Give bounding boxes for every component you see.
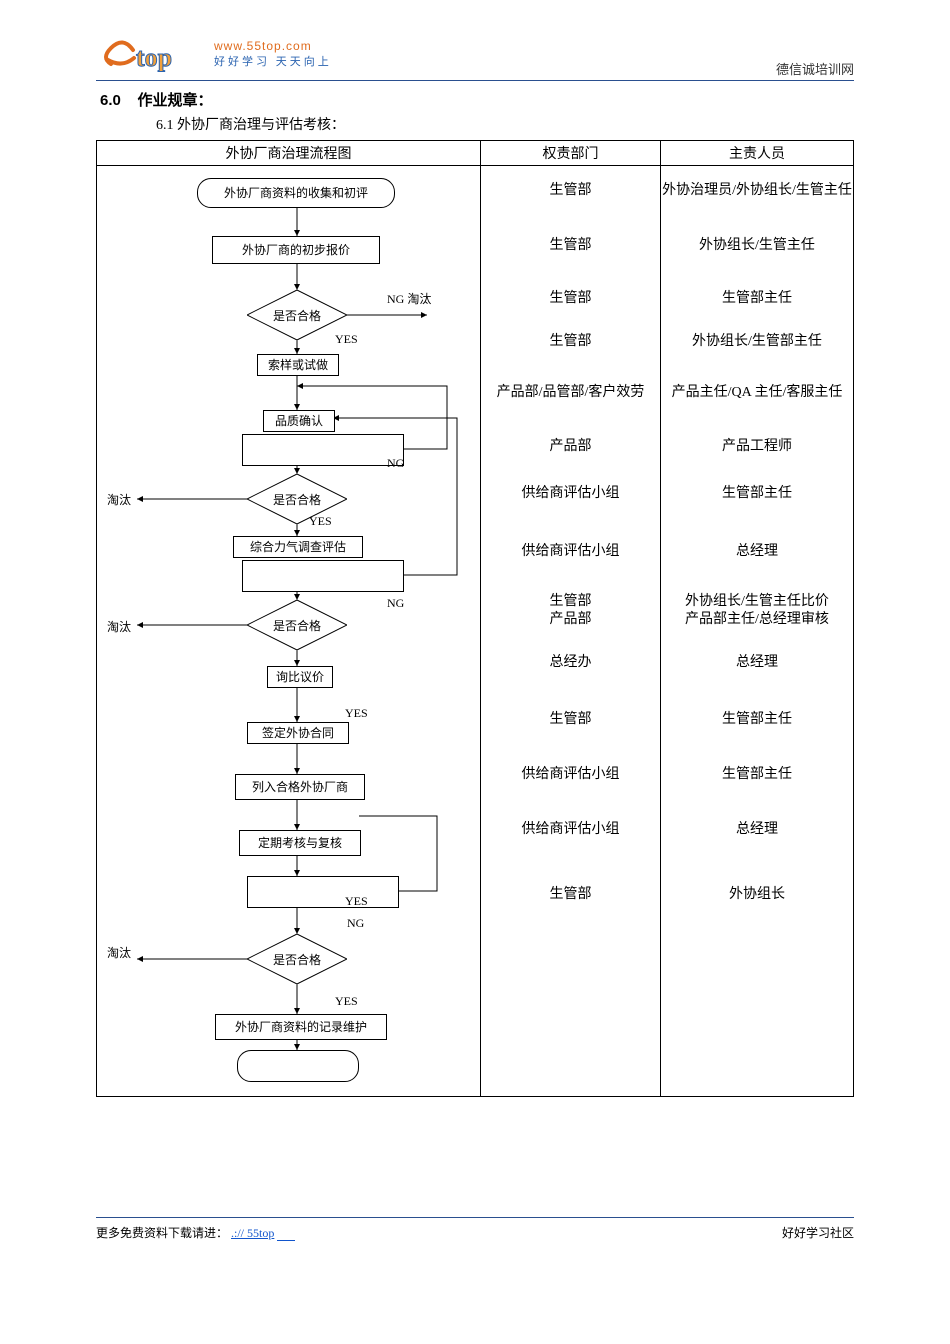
dept-row: 产品部/品管部/客户效劳 bbox=[481, 362, 660, 424]
dept-row: 总经办 bbox=[481, 636, 660, 690]
site-url: www.55top.com bbox=[214, 38, 332, 55]
dept-cell: 生管部生管部生管部生管部产品部/品管部/客户效劳产品部供给商评估小组供给商评估小… bbox=[481, 166, 661, 1097]
footer-left: 更多免费资料下载请进： .:// 55top bbox=[96, 1224, 295, 1241]
dept-row: 产品部 bbox=[481, 424, 660, 470]
dept-row: 供给商评估小组 bbox=[481, 800, 660, 860]
flow-label: 淘汰 bbox=[107, 944, 131, 961]
dept-row: 生管部 bbox=[481, 216, 660, 276]
footer-pretext: 更多免费资料下载请进： bbox=[96, 1226, 228, 1240]
resp-row: 生管部主任 bbox=[661, 470, 853, 518]
flow-box: 询比议价 bbox=[267, 666, 333, 688]
section-title: 6.0 作业规章： bbox=[100, 89, 854, 110]
resp-row: 产品主任/QA 主任/客服主任 bbox=[661, 362, 853, 424]
flow-decision: 是否合格 bbox=[247, 600, 347, 650]
resp-row: 总经理 bbox=[661, 800, 853, 860]
col-resp: 主责人员 bbox=[661, 141, 854, 166]
resp-row: 生管部主任 bbox=[661, 276, 853, 322]
flow-cell: 外协厂商资料的收集和初评外协厂商的初步报价索样或试做品质确认综合力气调查评估询比… bbox=[97, 166, 481, 1097]
dept-row: 生管部 bbox=[481, 322, 660, 362]
resp-row: 产品工程师 bbox=[661, 424, 853, 470]
flow-decision: 是否合格 bbox=[247, 474, 347, 524]
table-header-row: 外协厂商治理流程图 权责部门 主责人员 bbox=[97, 141, 854, 166]
resp-row: 外协组长/生管主任 bbox=[661, 216, 853, 276]
svg-text:top: top bbox=[136, 43, 172, 72]
resp-row: 外协组长 bbox=[661, 860, 853, 930]
flow-box bbox=[237, 1050, 359, 1082]
logo-block: top top www.55top.com 好好学习 天天向上 bbox=[96, 30, 332, 78]
flow-table: 外协厂商治理流程图 权责部门 主责人员 外协厂商资料的收集和初评外协厂商的初步报… bbox=[96, 140, 854, 1097]
section-num: 6.0 bbox=[100, 92, 121, 109]
flow-decision: 是否合格 bbox=[247, 290, 347, 340]
subsection-title: 6.1 外协厂商治理与评估考核： bbox=[156, 114, 854, 134]
flow-box bbox=[242, 434, 404, 466]
flow-label: YES bbox=[335, 994, 358, 1009]
flow-label: 淘汰 bbox=[107, 491, 131, 508]
footer-link[interactable]: .:// 55top bbox=[231, 1226, 274, 1240]
flow-box: 签定外协合同 bbox=[247, 722, 349, 744]
dept-row: 供给商评估小组 bbox=[481, 750, 660, 800]
dept-row: 生管部 bbox=[481, 276, 660, 322]
site-slogan: 好好学习 天天向上 bbox=[214, 55, 332, 70]
flow-label: NG 淘汰 bbox=[387, 290, 431, 307]
resp-row: 生管部主任 bbox=[661, 690, 853, 750]
flow-label: YES bbox=[345, 706, 368, 721]
col-flow: 外协厂商治理流程图 bbox=[97, 141, 481, 166]
logo-icon: top top bbox=[96, 30, 206, 78]
resp-cell: 外协治理员/外协组长/生管主任外协组长/生管主任生管部主任外协组长/生管部主任产… bbox=[661, 166, 854, 1097]
flow-box: 外协厂商资料的收集和初评 bbox=[197, 178, 395, 208]
dept-row: 供给商评估小组 bbox=[481, 470, 660, 518]
flow-box: 索样或试做 bbox=[257, 354, 339, 376]
flow-label: YES bbox=[335, 332, 358, 347]
flow-label: YES bbox=[345, 894, 368, 909]
flow-box: 外协厂商资料的记录维护 bbox=[215, 1014, 387, 1040]
flow-box: 列入合格外协厂商 bbox=[235, 774, 365, 800]
dept-row: 生管部 bbox=[481, 166, 660, 216]
table-body-row: 外协厂商资料的收集和初评外协厂商的初步报价索样或试做品质确认综合力气调查评估询比… bbox=[97, 166, 854, 1097]
logo-text: www.55top.com 好好学习 天天向上 bbox=[214, 38, 332, 70]
dept-row: 供给商评估小组 bbox=[481, 518, 660, 586]
flow-label: NG bbox=[347, 916, 364, 931]
flow-label: NG bbox=[387, 456, 404, 471]
footer-right: 好好学习社区 bbox=[782, 1224, 854, 1241]
flow-box: 外协厂商的初步报价 bbox=[212, 236, 380, 264]
col-dept: 权责部门 bbox=[481, 141, 661, 166]
flow-box: 定期考核与复核 bbox=[239, 830, 361, 856]
dept-row: 生管部 bbox=[481, 690, 660, 750]
page-footer: 更多免费资料下载请进： .:// 55top 好好学习社区 bbox=[96, 1217, 854, 1241]
flow-box bbox=[247, 876, 399, 908]
flow-label: 淘汰 bbox=[107, 618, 131, 635]
flow-box: 综合力气调查评估 bbox=[233, 536, 363, 558]
brand-name: 德信诚培训网 bbox=[776, 59, 854, 78]
page-header: top top www.55top.com 好好学习 天天向上 德信诚培训网 bbox=[96, 30, 854, 81]
flow-box: 品质确认 bbox=[263, 410, 335, 432]
resp-row: 生管部主任 bbox=[661, 750, 853, 800]
flow-label: NG bbox=[387, 596, 404, 611]
resp-row: 外协组长/生管部主任 bbox=[661, 322, 853, 362]
document-page: top top www.55top.com 好好学习 天天向上 德信诚培训网 6… bbox=[0, 0, 950, 1281]
flow-label: YES bbox=[309, 514, 332, 529]
flow-box bbox=[242, 560, 404, 592]
resp-row: 外协组长/生管主任比价产品部主任/总经理审核 bbox=[661, 586, 853, 636]
flow-decision: 是否合格 bbox=[247, 934, 347, 984]
dept-row: 生管部 bbox=[481, 860, 660, 930]
resp-row: 总经理 bbox=[661, 636, 853, 690]
section-text: 作业规章： bbox=[138, 92, 213, 109]
dept-row: 生管部产品部 bbox=[481, 586, 660, 636]
resp-row: 总经理 bbox=[661, 518, 853, 586]
resp-row: 外协治理员/外协组长/生管主任 bbox=[661, 166, 853, 216]
